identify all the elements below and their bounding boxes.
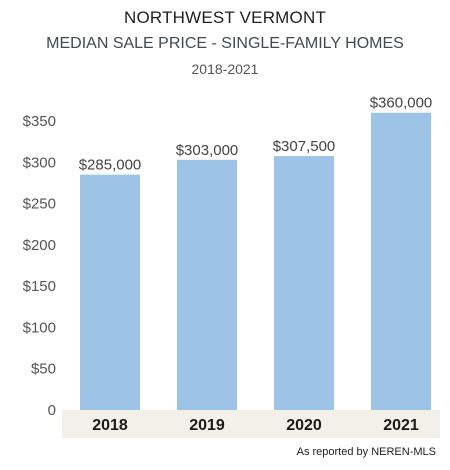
- y-tick-label: $300: [23, 154, 56, 171]
- y-tick-label: $350: [23, 113, 56, 130]
- value-label: $303,000: [176, 142, 239, 159]
- y-tick-label: $50: [31, 361, 56, 378]
- value-label: $307,500: [273, 138, 336, 155]
- y-tick-label: $100: [23, 319, 56, 336]
- value-label: $360,000: [370, 95, 433, 112]
- y-tick-label: $150: [23, 278, 56, 295]
- y-tick-label: $200: [23, 237, 56, 254]
- bar-2018: [80, 174, 140, 410]
- x-tick-label: 2021: [383, 417, 419, 434]
- x-tick-label: 2019: [189, 417, 225, 434]
- x-tick-label: 2018: [92, 417, 128, 434]
- y-tick-label: 0: [48, 402, 56, 419]
- date-range: 2018-2021: [191, 61, 259, 77]
- chart-titles: NORTHWEST VERMONT MEDIAN SALE PRICE - SI…: [0, 6, 450, 80]
- chart-title: NORTHWEST VERMONT: [123, 8, 327, 27]
- x-tick-label: 2020: [286, 417, 322, 434]
- value-label: $285,000: [79, 157, 142, 174]
- chart-subtitle: MEDIAN SALE PRICE - SINGLE-FAMILY HOMES: [46, 35, 404, 52]
- bar-2021: [371, 112, 431, 410]
- bar-2020: [274, 156, 334, 410]
- x-axis-band: [62, 410, 440, 438]
- bar-2019: [177, 159, 237, 410]
- y-tick-label: $250: [23, 196, 56, 213]
- source-note: As reported by NEREN-MLS: [296, 446, 436, 458]
